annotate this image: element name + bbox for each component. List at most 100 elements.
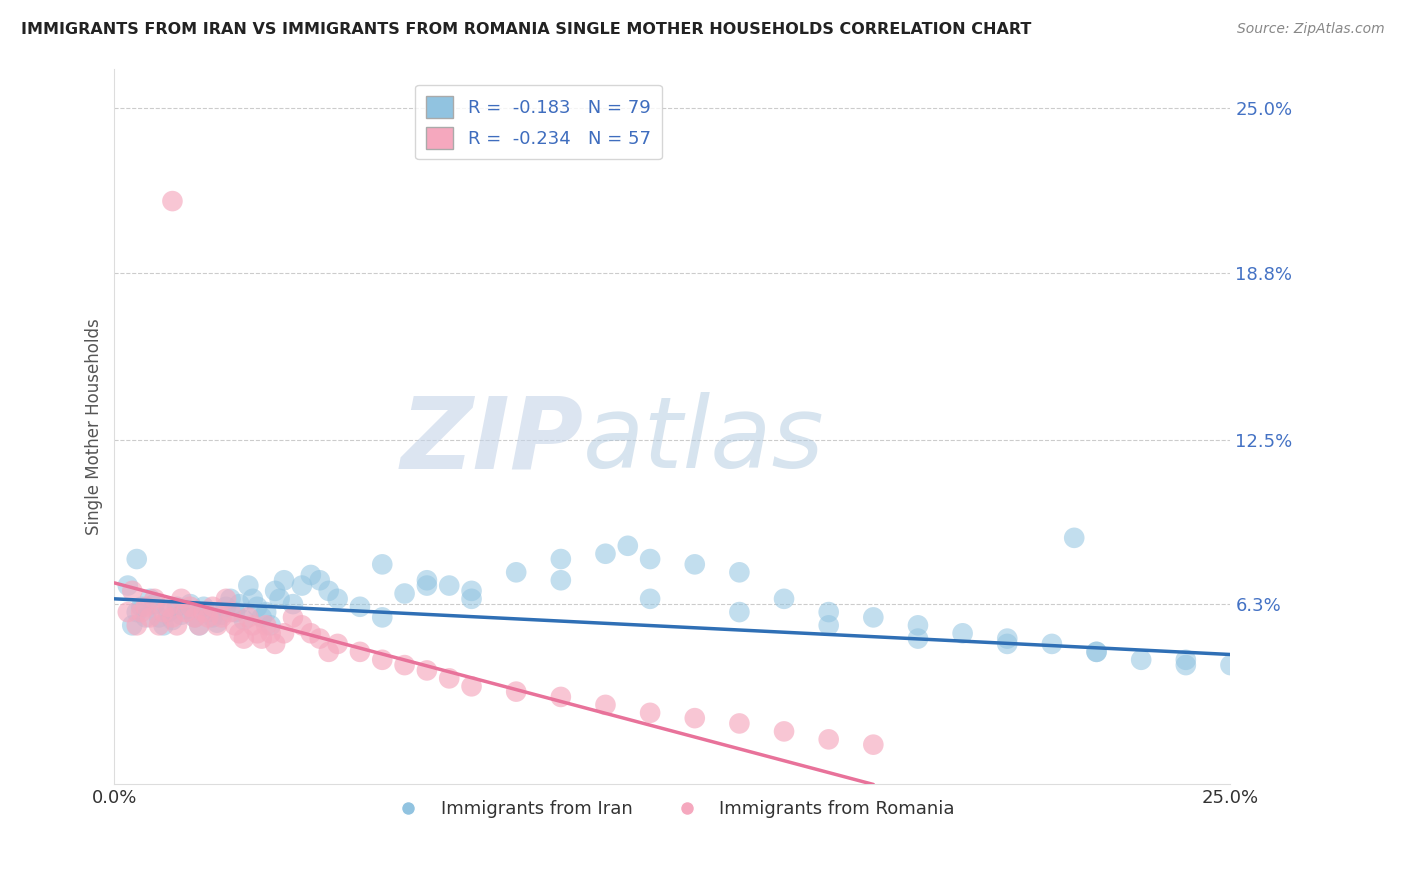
Point <box>505 566 527 580</box>
Point <box>254 618 277 632</box>
Point <box>228 597 250 611</box>
Point <box>179 599 201 614</box>
Point <box>232 613 254 627</box>
Point <box>550 574 572 588</box>
Point <box>148 618 170 632</box>
Point <box>728 566 751 580</box>
Point <box>215 591 238 606</box>
Point <box>224 618 246 632</box>
Point <box>129 605 152 619</box>
Point <box>1063 531 1085 545</box>
Point <box>179 597 201 611</box>
Point <box>254 605 277 619</box>
Point <box>125 605 148 619</box>
Text: atlas: atlas <box>583 392 825 490</box>
Point <box>995 637 1018 651</box>
Point <box>281 610 304 624</box>
Point <box>299 626 322 640</box>
Point <box>121 618 143 632</box>
Point <box>205 618 228 632</box>
Point <box>125 618 148 632</box>
Point <box>162 194 184 208</box>
Point <box>817 618 839 632</box>
Point <box>211 610 233 624</box>
Point <box>174 602 197 616</box>
Point <box>125 552 148 566</box>
Point <box>117 605 139 619</box>
Point <box>148 610 170 624</box>
Point <box>166 599 188 614</box>
Point <box>1174 658 1197 673</box>
Point <box>162 613 184 627</box>
Point <box>188 618 211 632</box>
Point <box>224 605 246 619</box>
Point <box>260 626 283 640</box>
Point <box>156 599 179 614</box>
Point <box>264 583 287 598</box>
Point <box>817 732 839 747</box>
Point <box>550 552 572 566</box>
Point <box>156 605 179 619</box>
Point <box>638 591 661 606</box>
Point <box>460 591 482 606</box>
Point <box>170 607 193 622</box>
Point <box>152 605 174 619</box>
Text: Source: ZipAtlas.com: Source: ZipAtlas.com <box>1237 22 1385 37</box>
Point <box>273 574 295 588</box>
Point <box>238 578 260 592</box>
Point <box>184 610 207 624</box>
Point <box>162 610 184 624</box>
Point <box>595 547 617 561</box>
Point <box>550 690 572 704</box>
Point <box>201 610 224 624</box>
Point <box>862 738 884 752</box>
Point <box>152 618 174 632</box>
Point <box>232 632 254 646</box>
Point <box>595 698 617 712</box>
Point <box>349 645 371 659</box>
Point <box>460 583 482 598</box>
Point <box>952 626 974 640</box>
Point <box>238 610 260 624</box>
Point <box>326 591 349 606</box>
Point <box>308 574 330 588</box>
Point <box>188 618 211 632</box>
Point <box>205 615 228 630</box>
Point <box>460 679 482 693</box>
Point <box>264 637 287 651</box>
Point <box>143 597 166 611</box>
Point <box>1085 645 1108 659</box>
Point <box>617 539 640 553</box>
Point <box>728 716 751 731</box>
Point <box>439 578 461 592</box>
Point <box>174 605 197 619</box>
Point <box>1219 658 1241 673</box>
Point <box>862 610 884 624</box>
Point <box>193 599 215 614</box>
Point <box>416 664 439 678</box>
Point <box>184 610 207 624</box>
Point <box>135 599 157 614</box>
Point <box>139 591 162 606</box>
Point <box>638 552 661 566</box>
Point <box>394 658 416 673</box>
Point <box>291 578 314 592</box>
Point <box>326 637 349 651</box>
Point <box>211 607 233 622</box>
Point <box>260 618 283 632</box>
Point <box>728 605 751 619</box>
Point <box>995 632 1018 646</box>
Point <box>773 591 796 606</box>
Point <box>269 591 291 606</box>
Point <box>281 597 304 611</box>
Point <box>416 578 439 592</box>
Point <box>773 724 796 739</box>
Point <box>416 574 439 588</box>
Legend: Immigrants from Iran, Immigrants from Romania: Immigrants from Iran, Immigrants from Ro… <box>382 793 962 825</box>
Point <box>291 618 314 632</box>
Point <box>250 610 273 624</box>
Point <box>242 618 264 632</box>
Point <box>349 599 371 614</box>
Point <box>683 711 706 725</box>
Point <box>318 645 340 659</box>
